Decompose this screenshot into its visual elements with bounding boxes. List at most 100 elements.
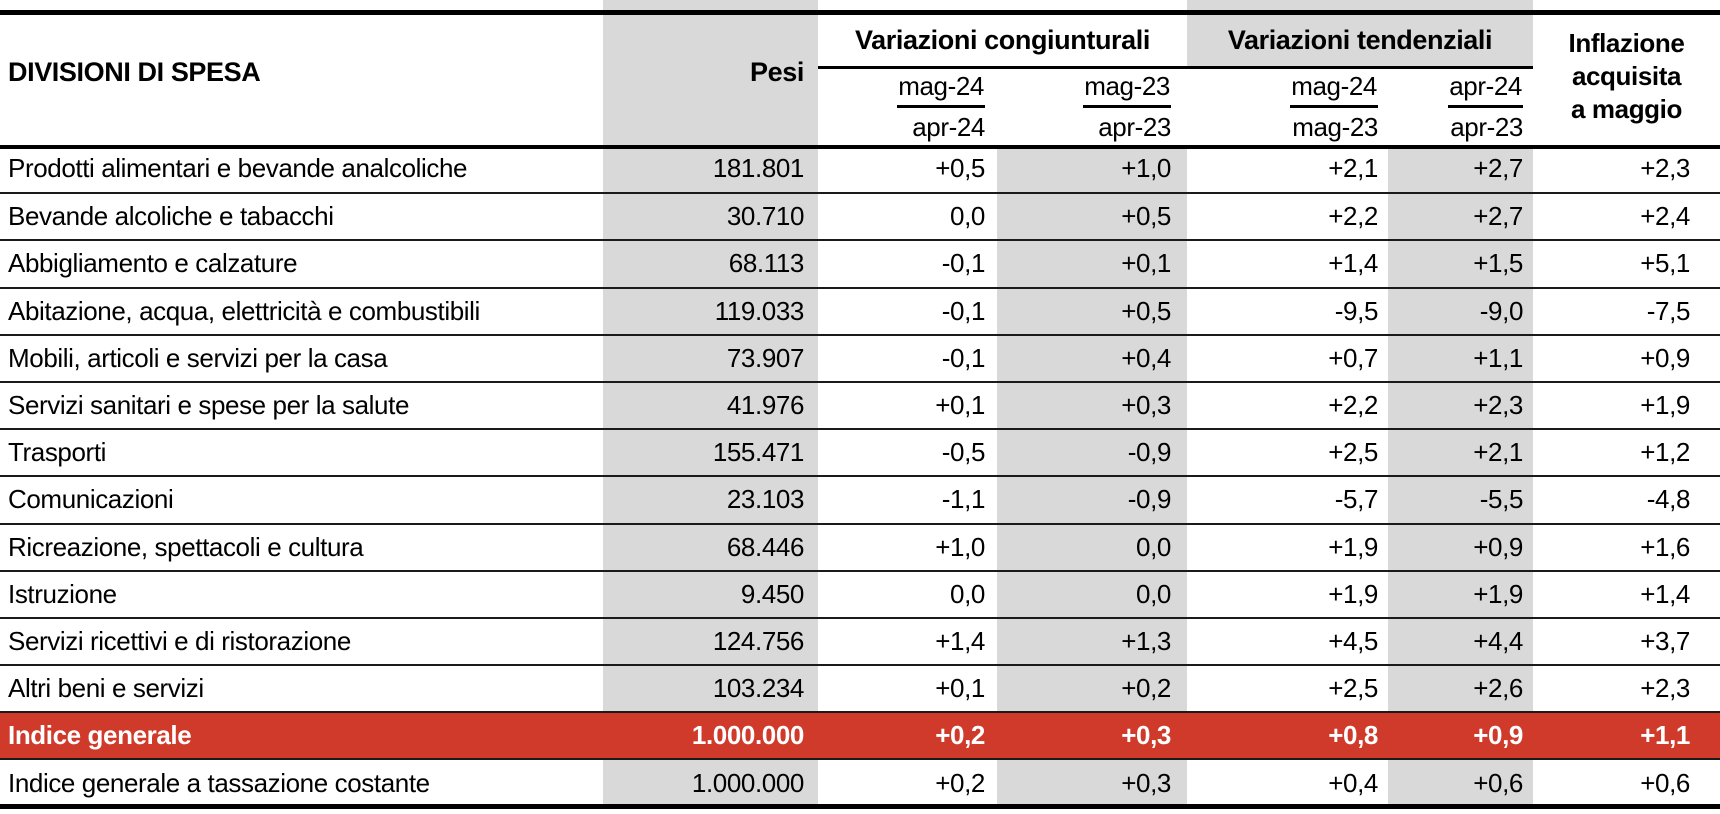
row-label: Servizi sanitari e spese per la salute: [0, 380, 603, 428]
cell-value: +2,5: [1187, 428, 1388, 475]
cell-value: -1,1: [818, 475, 997, 522]
cell-pesi: 124.756: [603, 616, 818, 665]
row-label: Bevande alcoliche e tabacchi: [0, 192, 603, 239]
cell-value: +2,7: [1388, 145, 1533, 193]
table-top-border: [0, 10, 1720, 15]
header-line: acquisita: [1571, 61, 1682, 91]
row-label: Istruzione: [0, 569, 603, 617]
cell-value: +1,0: [818, 522, 997, 570]
cell-value: -7,5: [1533, 286, 1720, 334]
cell-value: -9,5: [1187, 286, 1388, 334]
cell-value: +4,4: [1388, 616, 1533, 665]
cell-value: +1,1: [1388, 333, 1533, 381]
cell-value: +1,0: [997, 145, 1187, 193]
cell-value: +0,9: [1388, 711, 1533, 759]
row-label: Trasporti: [0, 428, 603, 475]
subheader-cong-2-denominator: apr-23: [1098, 112, 1171, 142]
cell-value: +0,5: [935, 153, 985, 184]
subheader-tend-1-denominator: mag-23: [1292, 112, 1378, 142]
cell-value: +1,2: [1533, 428, 1720, 475]
cell-pesi: 1.000.000: [603, 711, 818, 759]
row-label: Indice generale a tassazione costante: [0, 758, 603, 805]
cell-value: -5,7: [1187, 475, 1388, 522]
cell-value: +0,1: [818, 380, 997, 428]
cell-pesi: 68.113: [603, 239, 818, 287]
cell-value: +2,3: [1640, 153, 1690, 184]
row-label: Mobili, articoli e servizi per la casa: [0, 333, 603, 381]
table-bottom-border: [0, 804, 1720, 809]
header-line: Inflazione: [1568, 28, 1685, 58]
cell-value: +1,4: [818, 616, 997, 664]
col-header-pesi: Pesi: [603, 0, 818, 145]
cell-pesi: 9.450: [603, 569, 818, 617]
cell-value: +0,2: [818, 758, 997, 805]
cell-pesi: 73.907: [603, 333, 818, 381]
subheader-tend-2-numerator: apr-24: [1388, 69, 1533, 110]
cell-value: +0,1: [997, 239, 1187, 287]
cell-value: +2,5: [1187, 664, 1388, 711]
cell-value: +0,5: [997, 286, 1187, 334]
cell-value: +3,7: [1533, 616, 1720, 664]
cell-value: -0,1: [818, 239, 997, 286]
col-header-divisioni-di-spesa: DIVISIONI DI SPESA: [8, 57, 261, 87]
row-label: Indice generale: [0, 711, 603, 759]
cell-value: +1,3: [997, 616, 1187, 665]
col-header-inflazione-acquisita: Inflazione acquisita a maggio: [1533, 0, 1720, 145]
cell-value: +0,6: [1533, 758, 1720, 805]
cell-value: +0,3: [997, 711, 1187, 759]
cell-value: +2,3: [1388, 380, 1533, 429]
cell-value: +0,4: [997, 333, 1187, 381]
row-label: Abitazione, acqua, elettricità e combust…: [0, 286, 603, 334]
cell-value: +0,8: [1187, 711, 1388, 759]
cell-value: +0,1: [818, 664, 997, 711]
group-header-variazioni-congiunturali: Variazioni congiunturali: [818, 0, 1187, 69]
cell-value: +0,9: [1533, 333, 1720, 381]
cell-value: +1,6: [1533, 522, 1720, 570]
row-label: Abbigliamento e calzature: [0, 239, 603, 286]
subheader-cong-2-numerator: mag-23: [997, 69, 1187, 110]
cell-value: -0,1: [818, 333, 997, 381]
cell-value: +1,9: [1187, 522, 1388, 570]
cell-value: +0,6: [1388, 758, 1533, 806]
cell-value: 0,0: [997, 522, 1187, 570]
cell-value: +2,3: [1533, 664, 1720, 711]
row-label: Comunicazioni: [0, 475, 603, 522]
cell-value: +2,1: [1328, 153, 1378, 184]
cell-value: +0,4: [1187, 758, 1388, 805]
cell-value: +1,4: [1187, 239, 1388, 286]
cell-value: +1,5: [1388, 239, 1533, 287]
cell-pesi: 30.710: [603, 192, 818, 240]
cell-value: +0,9: [1388, 522, 1533, 570]
cell-value: 0,0: [818, 569, 997, 617]
cell-pesi: 41.976: [603, 380, 818, 429]
subheader-cong-1-numerator: mag-24: [818, 69, 997, 110]
cell-pesi: 119.033: [603, 286, 818, 334]
subheader-tend-2-denominator: apr-23: [1450, 112, 1523, 142]
row-label: Servizi ricettivi e di ristorazione: [0, 616, 603, 664]
subheader-tend-1-numerator: mag-24: [1187, 69, 1388, 110]
cell-pesi: 155.471: [603, 428, 818, 476]
cell-pesi: 68.446: [603, 522, 818, 570]
cell-pesi: 23.103: [603, 475, 818, 523]
cell-value: +0,3: [997, 758, 1187, 806]
cell-value: +0,7: [1187, 333, 1388, 381]
cell-value: +2,2: [1187, 192, 1388, 239]
cell-value: +4,5: [1187, 616, 1388, 664]
cell-value: -0,9: [997, 428, 1187, 476]
cell-pesi: 1.000.000: [603, 758, 818, 806]
cell-value: 0,0: [997, 569, 1187, 617]
cell-value: +1,9: [1388, 569, 1533, 617]
cell-value: +2,1: [1388, 428, 1533, 476]
cell-value: +1,9: [1533, 380, 1720, 428]
cell-value: +2,4: [1533, 192, 1720, 239]
cell-value: +0,5: [997, 192, 1187, 240]
cell-value: +2,7: [1388, 192, 1533, 240]
cell-value: -4,8: [1533, 475, 1720, 522]
cell-value: +1,1: [1533, 711, 1720, 759]
header-line: a maggio: [1571, 94, 1682, 124]
cell-pesi: 181.801: [603, 145, 818, 193]
cell-value: +0,3: [997, 380, 1187, 429]
row-label: Prodotti alimentari e bevande analcolich…: [8, 153, 468, 184]
row-label: Altri beni e servizi: [0, 664, 603, 711]
cell-value: -0,5: [818, 428, 997, 475]
